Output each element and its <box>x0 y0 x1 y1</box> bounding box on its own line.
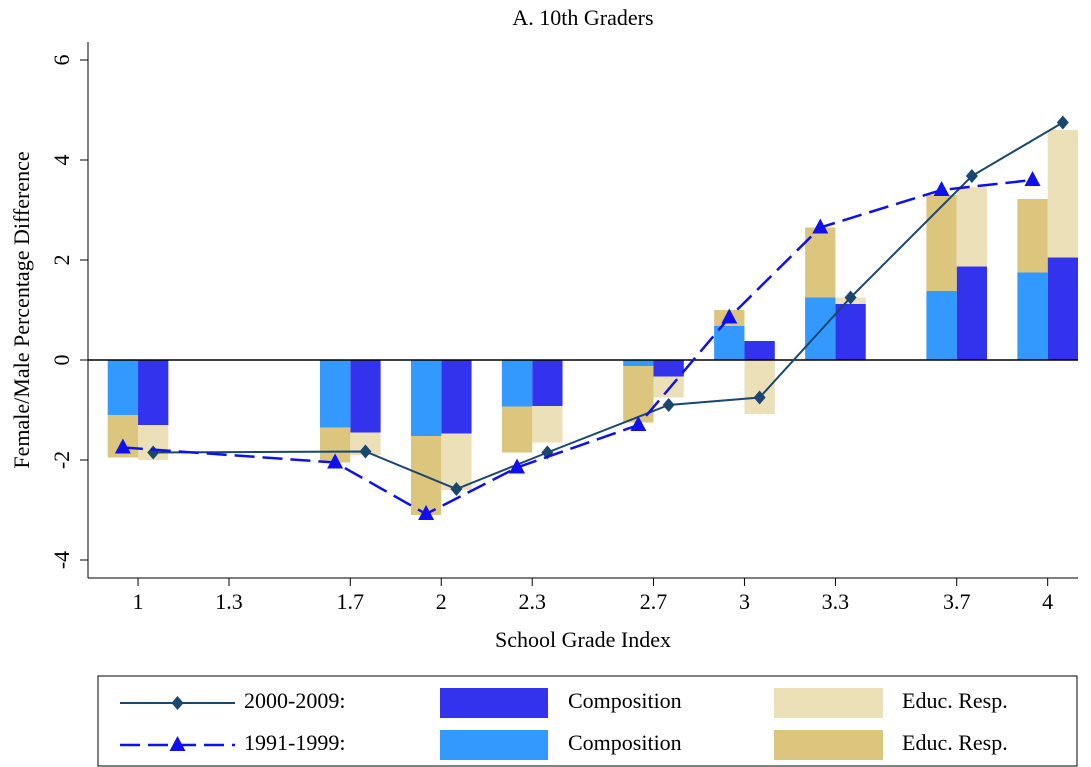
marker <box>359 444 372 459</box>
legend-swatch <box>774 688 883 718</box>
x-tick-label: 3 <box>739 589 750 614</box>
bar <box>441 433 472 490</box>
line <box>122 178 1033 516</box>
bar <box>107 360 139 415</box>
chart-title: A. 10th Graders <box>512 5 653 30</box>
legend-swatch <box>774 730 883 760</box>
bar <box>501 406 533 453</box>
legend-label: Educ. Resp. <box>902 688 1008 713</box>
bar <box>653 360 684 377</box>
bar <box>138 360 169 425</box>
bar <box>501 360 533 407</box>
x-tick-label: 4 <box>1042 589 1053 614</box>
marker <box>1056 115 1069 130</box>
marker <box>630 416 647 431</box>
marker <box>509 458 526 474</box>
bar <box>956 187 988 267</box>
legend-label: Composition <box>568 730 682 755</box>
y-axis-label: Female/Male Percentage Difference <box>9 151 34 468</box>
bar <box>350 432 381 455</box>
marker <box>1024 171 1041 186</box>
marker <box>844 290 857 305</box>
bar <box>926 291 957 360</box>
legend-label: 1991-1999: <box>244 730 345 755</box>
marker <box>662 398 675 412</box>
bar <box>532 360 563 406</box>
marker <box>753 390 766 405</box>
bar <box>350 360 381 433</box>
y-tick-label: 2 <box>49 255 74 266</box>
bar <box>835 304 866 360</box>
bar <box>532 406 563 443</box>
marker <box>965 169 978 183</box>
x-tick-label: 2 <box>436 589 447 614</box>
y-tick-label: 6 <box>49 55 74 66</box>
bar <box>441 360 472 434</box>
bar <box>1047 130 1078 258</box>
y-tick-label: 4 <box>49 155 74 166</box>
y-tick-label: -2 <box>49 451 74 469</box>
x-tick-label: 2.3 <box>518 589 546 614</box>
bar <box>623 360 654 366</box>
legend-label: 2000-2009: <box>244 688 345 713</box>
marker <box>418 505 435 520</box>
bar <box>1017 199 1048 273</box>
bar <box>714 326 745 360</box>
marker <box>812 218 829 234</box>
marker <box>327 453 344 469</box>
legend-swatch <box>440 730 548 760</box>
bar <box>410 360 442 436</box>
legend-label: Educ. Resp. <box>902 730 1008 755</box>
x-axis-label: School Grade Index <box>495 627 671 652</box>
y-tick-label: 0 <box>49 355 74 366</box>
y-tick-label: -4 <box>49 551 74 569</box>
x-tick-label: 3.7 <box>943 589 971 614</box>
marker <box>450 482 463 496</box>
x-tick-label: 2.7 <box>640 589 668 614</box>
bar <box>744 341 775 360</box>
x-tick-label: 1 <box>133 589 144 614</box>
legend-swatch <box>440 688 548 718</box>
x-tick-label: 1.7 <box>337 589 365 614</box>
bar <box>956 266 988 360</box>
legend-label: Composition <box>568 688 682 713</box>
marker <box>114 438 131 454</box>
legend-marker <box>169 736 186 751</box>
bar <box>653 376 684 398</box>
legend-marker <box>171 696 184 710</box>
bar <box>319 360 351 428</box>
x-tick-label: 1.3 <box>215 589 243 614</box>
marker <box>933 181 950 196</box>
bar <box>926 195 957 291</box>
marker <box>721 308 738 324</box>
bar <box>1017 272 1048 360</box>
bar <box>805 297 836 360</box>
x-tick-label: 3.3 <box>822 589 850 614</box>
legend-box <box>97 675 1078 767</box>
bar <box>1047 257 1078 360</box>
